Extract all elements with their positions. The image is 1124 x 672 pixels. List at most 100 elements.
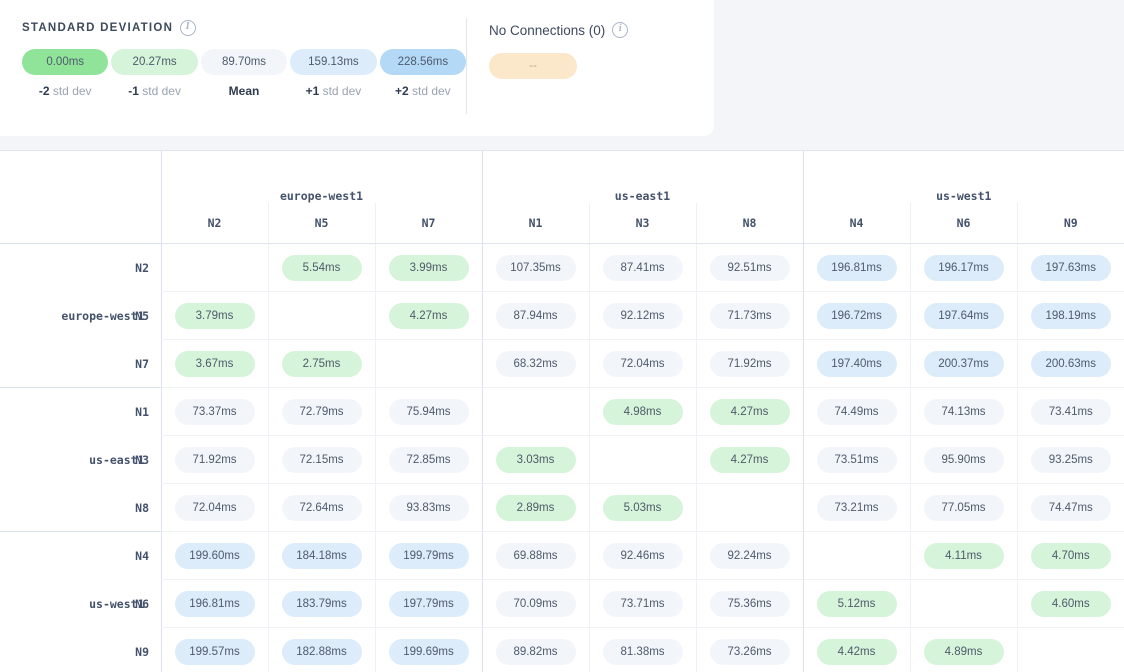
matrix-cell[interactable] [267, 291, 375, 340]
latency-pill: 93.83ms [388, 494, 469, 521]
matrix-cell[interactable] [909, 579, 1017, 628]
matrix-cell[interactable]: 107.35ms [481, 243, 589, 292]
matrix-cell[interactable]: 3.99ms [374, 243, 482, 292]
matrix-cell[interactable] [588, 435, 696, 484]
matrix-cell[interactable]: 75.94ms [374, 387, 482, 436]
matrix-cell[interactable]: 4.70ms [1016, 531, 1124, 580]
matrix-cell[interactable]: 72.85ms [374, 435, 482, 484]
matrix-cell[interactable]: 5.12ms [802, 579, 910, 628]
matrix-cell[interactable]: 4.89ms [909, 627, 1017, 672]
matrix-cell[interactable]: 3.67ms [160, 339, 268, 388]
latency-pill: 75.36ms [709, 590, 790, 617]
latency-pill: 197.63ms [1030, 254, 1111, 281]
matrix-cell[interactable]: 3.03ms [481, 435, 589, 484]
matrix-cell[interactable]: 74.13ms [909, 387, 1017, 436]
matrix-cell[interactable]: 95.90ms [909, 435, 1017, 484]
matrix-cell[interactable]: 93.83ms [374, 483, 482, 532]
std-dev-value-pill: 228.56ms [379, 49, 467, 75]
matrix-cell[interactable]: 182.88ms [267, 627, 375, 672]
matrix-cell[interactable]: 2.75ms [267, 339, 375, 388]
matrix-cell[interactable]: 81.38ms [588, 627, 696, 672]
matrix-cell[interactable]: 92.24ms [695, 531, 803, 580]
matrix-cell[interactable]: 5.03ms [588, 483, 696, 532]
matrix-cell[interactable]: 197.63ms [1016, 243, 1124, 292]
matrix-cell[interactable]: 73.41ms [1016, 387, 1124, 436]
matrix-cell[interactable]: 4.42ms [802, 627, 910, 672]
matrix-cell[interactable] [802, 531, 910, 580]
latency-pill: 4.70ms [1030, 542, 1111, 569]
matrix-cell[interactable]: 196.81ms [160, 579, 268, 628]
matrix-cell[interactable]: 92.51ms [695, 243, 803, 292]
matrix-cell[interactable]: 70.09ms [481, 579, 589, 628]
matrix-cell[interactable] [481, 387, 589, 436]
std-dev-step-caption: +2 std dev [394, 84, 451, 98]
matrix-cell[interactable]: 68.32ms [481, 339, 589, 388]
latency-pill: 182.88ms [281, 638, 362, 665]
matrix-cell[interactable]: 184.18ms [267, 531, 375, 580]
latency-pill: 71.92ms [709, 350, 790, 377]
std-dev-step-caption: +1 std dev [305, 84, 362, 98]
matrix-cell[interactable]: 4.60ms [1016, 579, 1124, 628]
matrix-cell[interactable]: 200.63ms [1016, 339, 1124, 388]
matrix-cell[interactable]: 4.11ms [909, 531, 1017, 580]
matrix-region-header-row: europe-west1 us-east1 us-west1 [0, 151, 1124, 244]
matrix-cell[interactable]: 197.40ms [802, 339, 910, 388]
std-dev-value-pill: 20.27ms [111, 49, 198, 75]
matrix-cell[interactable]: 199.79ms [374, 531, 482, 580]
matrix-cell[interactable]: 73.71ms [588, 579, 696, 628]
matrix-cell[interactable]: 197.64ms [909, 291, 1017, 340]
matrix-cell[interactable] [160, 243, 268, 292]
latency-pill: 197.79ms [388, 590, 469, 617]
matrix-cell[interactable]: 2.89ms [481, 483, 589, 532]
matrix-cell[interactable]: 74.47ms [1016, 483, 1124, 532]
matrix-cell[interactable]: 69.88ms [481, 531, 589, 580]
matrix-cell[interactable]: 3.79ms [160, 291, 268, 340]
info-icon[interactable]: i [612, 22, 629, 38]
matrix-cell[interactable]: 73.26ms [695, 627, 803, 672]
matrix-cell[interactable]: 200.37ms [909, 339, 1017, 388]
matrix-cell[interactable]: 72.04ms [160, 483, 268, 532]
matrix-cell[interactable]: 72.79ms [267, 387, 375, 436]
matrix-cell[interactable]: 72.15ms [267, 435, 375, 484]
matrix-cell[interactable]: 199.69ms [374, 627, 482, 672]
matrix-cell[interactable]: 183.79ms [267, 579, 375, 628]
matrix-cell[interactable]: 92.12ms [588, 291, 696, 340]
matrix-cell[interactable] [374, 339, 482, 388]
info-icon[interactable]: i [180, 20, 197, 36]
matrix-cell[interactable]: 74.49ms [802, 387, 910, 436]
matrix-cell[interactable] [695, 483, 803, 532]
matrix-cell[interactable]: 73.51ms [802, 435, 910, 484]
matrix-cell[interactable]: 73.21ms [802, 483, 910, 532]
matrix-cell[interactable]: 4.27ms [374, 291, 482, 340]
matrix-cell[interactable]: 196.17ms [909, 243, 1017, 292]
matrix-cell[interactable]: 87.94ms [481, 291, 589, 340]
matrix-cell[interactable]: 5.54ms [267, 243, 375, 292]
latency-pill: 199.69ms [388, 638, 469, 665]
column-node-header-N7: N7 [374, 203, 482, 244]
matrix-corner-cell [0, 151, 161, 244]
matrix-cell[interactable]: 4.98ms [588, 387, 696, 436]
matrix-cell[interactable]: 73.37ms [160, 387, 268, 436]
matrix-cell[interactable]: 199.60ms [160, 531, 268, 580]
matrix-cell[interactable]: 196.72ms [802, 291, 910, 340]
matrix-cell[interactable]: 93.25ms [1016, 435, 1124, 484]
matrix-cell[interactable] [1016, 627, 1124, 672]
matrix-cell[interactable]: 75.36ms [695, 579, 803, 628]
matrix-cell[interactable]: 199.57ms [160, 627, 268, 672]
matrix-cell[interactable]: 72.64ms [267, 483, 375, 532]
matrix-cell[interactable]: 77.05ms [909, 483, 1017, 532]
matrix-cell[interactable]: 92.46ms [588, 531, 696, 580]
matrix-cell[interactable]: 4.27ms [695, 387, 803, 436]
matrix-cell[interactable]: 71.92ms [160, 435, 268, 484]
latency-pill: 81.38ms [602, 638, 683, 665]
matrix-cell[interactable]: 87.41ms [588, 243, 696, 292]
matrix-cell[interactable]: 72.04ms [588, 339, 696, 388]
column-node-header-N2: N2 [160, 203, 268, 244]
matrix-cell[interactable]: 4.27ms [695, 435, 803, 484]
matrix-cell[interactable]: 196.81ms [802, 243, 910, 292]
matrix-cell[interactable]: 198.19ms [1016, 291, 1124, 340]
matrix-cell[interactable]: 71.92ms [695, 339, 803, 388]
matrix-cell[interactable]: 71.73ms [695, 291, 803, 340]
matrix-cell[interactable]: 197.79ms [374, 579, 482, 628]
matrix-cell[interactable]: 89.82ms [481, 627, 589, 672]
